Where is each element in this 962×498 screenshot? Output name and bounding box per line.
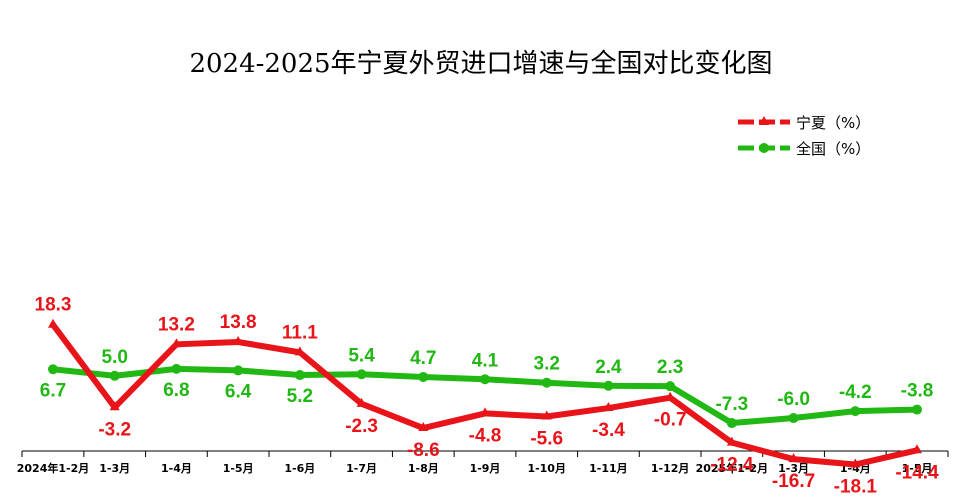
data-point — [48, 318, 58, 328]
data-label-national: 2.3 — [657, 357, 683, 378]
data-point — [726, 418, 737, 429]
data-point — [726, 436, 737, 446]
data-point — [541, 377, 552, 388]
x-tick-label: 1-4月 — [161, 462, 192, 475]
x-tick-label: 1-12月 — [651, 462, 690, 475]
data-point — [233, 336, 244, 346]
data-label-national: 5.0 — [102, 347, 128, 368]
x-tick-label: 1-10月 — [527, 462, 566, 475]
legend-item-ningxia: 宁夏（%） — [738, 114, 870, 132]
data-label-national: -4.2 — [839, 382, 872, 403]
legend-item-national: 全国（%） — [738, 140, 870, 158]
data-label-national: 6.4 — [225, 381, 252, 402]
data-point — [356, 397, 367, 407]
data-point — [788, 413, 799, 424]
data-point — [109, 370, 120, 381]
data-point — [850, 406, 861, 417]
data-label-national: -7.3 — [715, 394, 748, 415]
x-tick-label: 1-3月 — [778, 462, 809, 475]
data-label-ningxia: -16.7 — [772, 471, 815, 492]
x-tick-label: 1-7月 — [346, 462, 377, 475]
data-label-ningxia: -8.6 — [407, 440, 440, 461]
data-label-ningxia: 18.3 — [35, 295, 72, 316]
data-point — [294, 346, 305, 356]
data-label-national: 5.2 — [287, 386, 313, 407]
x-tick-label: 1-9月 — [470, 462, 501, 475]
data-point — [171, 363, 182, 374]
data-label-ningxia: -5.6 — [530, 429, 563, 450]
data-label-national: 3.2 — [534, 354, 560, 375]
x-tick-label: 1-3月 — [99, 462, 130, 475]
x-tick-label: 2025年1-2月 — [696, 461, 769, 475]
data-label-national: 6.7 — [40, 380, 66, 401]
data-label-national: 5.4 — [348, 345, 375, 366]
data-point — [356, 369, 367, 380]
data-point — [788, 453, 799, 463]
series-layer — [48, 318, 922, 468]
data-point — [48, 364, 58, 375]
data-label-national: -6.0 — [777, 389, 810, 410]
data-label-ningxia: 13.2 — [158, 314, 195, 335]
data-label-ningxia: -3.2 — [98, 419, 131, 440]
data-point — [850, 458, 861, 468]
data-point — [541, 410, 552, 420]
legend-label-national: 全国（%） — [796, 140, 870, 158]
legend-marker-circle — [759, 143, 769, 153]
data-label-national: -3.8 — [901, 381, 934, 402]
x-tick-label: 1-8月 — [408, 462, 439, 475]
data-label-ningxia: 11.1 — [282, 322, 318, 343]
data-point — [418, 371, 429, 382]
data-label-national: 4.1 — [472, 350, 499, 371]
data-point — [171, 338, 182, 348]
data-label-ningxia: -14.4 — [895, 462, 939, 483]
data-label-ningxia: -3.4 — [592, 420, 625, 441]
x-tick-label: 1-5月 — [223, 462, 254, 475]
data-label-ningxia: 13.8 — [220, 312, 257, 333]
data-point — [603, 380, 614, 391]
data-point — [665, 381, 676, 392]
legend-marker-triangle — [759, 116, 769, 125]
legend: 宁夏（%） 全国（%） — [738, 114, 870, 158]
data-label-national: 2.4 — [595, 357, 622, 378]
data-point — [233, 365, 244, 376]
data-label-ningxia: -4.8 — [469, 425, 502, 446]
legend-label-ningxia: 宁夏（%） — [796, 114, 870, 132]
data-point — [912, 404, 922, 415]
x-tick-label: 2024年1-2月 — [17, 461, 90, 475]
data-point — [603, 402, 614, 412]
chart-title: 2024-2025年宁夏外贸进口增速与全国对比变化图 — [189, 49, 772, 79]
data-labels: 18.3 -3.2 13.2 13.8 11.1 -2.3 -8.6 -4.8 -5.6 -3.4… — [35, 295, 940, 498]
data-point — [109, 401, 120, 411]
data-point — [418, 422, 429, 432]
data-label-national: 6.8 — [163, 380, 189, 401]
data-point — [294, 370, 305, 381]
x-axis: 2024年1-2月 1-3月 1-4月 1-5月 1-6月 1-7月 1-8月 1-9月 1-1… — [17, 450, 949, 475]
x-tick-label: 1-11月 — [589, 462, 628, 475]
data-label-ningxia: -18.1 — [834, 477, 878, 498]
data-label-ningxia: -12.4 — [710, 455, 754, 476]
x-tick-label: 1-6月 — [284, 462, 315, 475]
data-label-national: 4.7 — [410, 348, 436, 369]
data-point — [480, 374, 490, 385]
data-label-ningxia: -0.7 — [654, 410, 687, 431]
data-point — [480, 407, 490, 417]
x-tick-label: 1-5月 — [902, 462, 933, 475]
data-label-ningxia: -2.3 — [345, 416, 378, 437]
data-point — [665, 391, 676, 401]
data-point — [912, 444, 922, 454]
